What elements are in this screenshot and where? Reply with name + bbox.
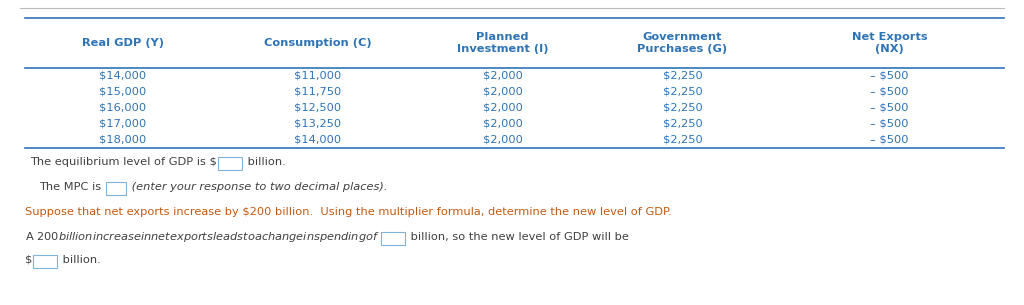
FancyBboxPatch shape bbox=[218, 156, 242, 170]
Text: The equilibrium level of GDP is $: The equilibrium level of GDP is $ bbox=[30, 157, 217, 167]
Text: The MPC is: The MPC is bbox=[39, 182, 104, 192]
FancyBboxPatch shape bbox=[105, 181, 126, 195]
Text: $2,000: $2,000 bbox=[482, 103, 522, 113]
Text: A $200 billion increase in net exports leads to a change in spending of $: A $200 billion increase in net exports l… bbox=[25, 230, 380, 244]
Text: Government
Purchases (G): Government Purchases (G) bbox=[637, 32, 728, 54]
Text: $2,250: $2,250 bbox=[663, 119, 702, 129]
Text: billion.: billion. bbox=[244, 157, 286, 167]
Text: $13,250: $13,250 bbox=[294, 119, 341, 129]
Text: $16,000: $16,000 bbox=[99, 103, 146, 113]
Text: Suppose that net exports increase by $200 billion.  Using the multiplier formula: Suppose that net exports increase by $20… bbox=[25, 207, 672, 217]
Text: $2,250: $2,250 bbox=[663, 87, 702, 97]
Text: – $500: – $500 bbox=[870, 103, 908, 113]
Text: $2,250: $2,250 bbox=[663, 103, 702, 113]
Text: $18,000: $18,000 bbox=[99, 135, 146, 145]
Text: Net Exports
(NX): Net Exports (NX) bbox=[852, 32, 928, 54]
Text: – $500: – $500 bbox=[870, 87, 908, 97]
Text: $2,000: $2,000 bbox=[482, 135, 522, 145]
Text: $12,500: $12,500 bbox=[294, 103, 341, 113]
Text: $11,750: $11,750 bbox=[294, 87, 341, 97]
Text: billion.: billion. bbox=[59, 255, 101, 265]
Text: Real GDP (Y): Real GDP (Y) bbox=[82, 38, 164, 48]
Text: $17,000: $17,000 bbox=[99, 119, 146, 129]
Text: – $500: – $500 bbox=[870, 135, 908, 145]
Text: $11,000: $11,000 bbox=[294, 71, 341, 81]
Text: (enter your response to two decimal places).: (enter your response to two decimal plac… bbox=[128, 182, 387, 192]
Text: Consumption (C): Consumption (C) bbox=[264, 38, 372, 48]
Text: – $500: – $500 bbox=[870, 119, 908, 129]
Text: $2,250: $2,250 bbox=[663, 135, 702, 145]
Text: $2,000: $2,000 bbox=[482, 119, 522, 129]
Text: $: $ bbox=[25, 255, 33, 265]
Text: $2,000: $2,000 bbox=[482, 71, 522, 81]
Text: $14,000: $14,000 bbox=[99, 71, 146, 81]
Text: $14,000: $14,000 bbox=[294, 135, 341, 145]
FancyBboxPatch shape bbox=[34, 254, 57, 267]
Text: $15,000: $15,000 bbox=[99, 87, 146, 97]
FancyBboxPatch shape bbox=[381, 231, 404, 245]
Text: Planned
Investment (I): Planned Investment (I) bbox=[457, 32, 548, 54]
Text: $2,250: $2,250 bbox=[663, 71, 702, 81]
Text: billion, so the new level of GDP will be: billion, so the new level of GDP will be bbox=[407, 232, 629, 242]
Text: $2,000: $2,000 bbox=[482, 87, 522, 97]
Text: – $500: – $500 bbox=[870, 71, 908, 81]
